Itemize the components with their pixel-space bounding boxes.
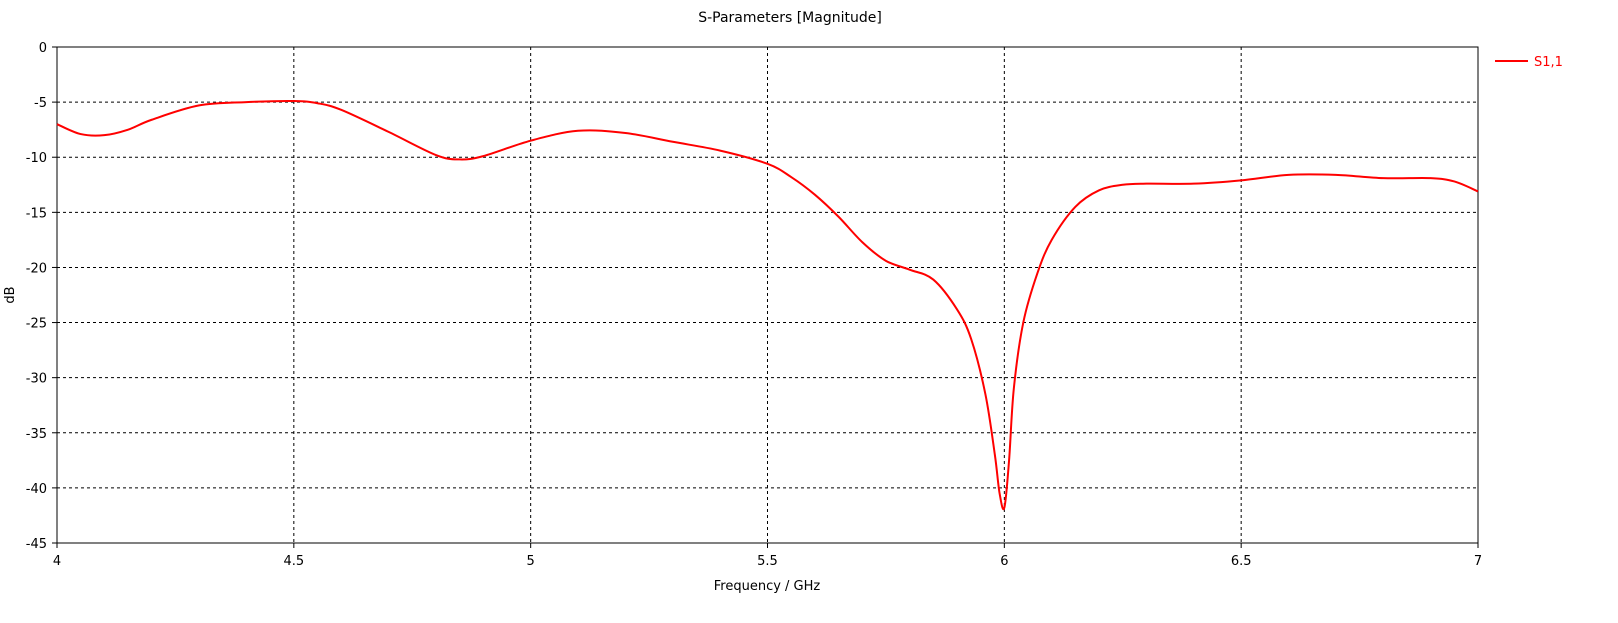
- y-tick-label: -40: [26, 482, 47, 497]
- x-tick-label: 5.5: [757, 554, 778, 569]
- x-tick-label: 5: [527, 554, 535, 569]
- grid-lines: [57, 47, 1478, 543]
- series-layer: [56, 99, 1479, 511]
- legend-label-s11: S1,1: [1534, 55, 1563, 70]
- y-tick-label: -10: [26, 151, 47, 166]
- chart-title: S-Parameters [Magnitude]: [698, 10, 882, 26]
- y-tick-label: -5: [34, 96, 47, 111]
- series-line-s11: [56, 99, 1479, 511]
- y-tick-label: -35: [26, 427, 47, 442]
- x-tick-label: 4.5: [283, 554, 304, 569]
- axis-ticks: 4 4.5 5 5.5 6 6.5 7 0 -5 -10 -15 -20 -25 -30 -35 -40 -45: [26, 41, 1482, 569]
- y-tick-label: -25: [26, 317, 47, 332]
- y-tick-label: -20: [26, 261, 47, 276]
- x-tick-label: 6.5: [1231, 554, 1252, 569]
- x-tick-label: 4: [53, 554, 61, 569]
- y-axis-label: dB: [3, 286, 18, 303]
- y-tick-label: -45: [26, 537, 47, 552]
- y-tick-label: -15: [26, 206, 47, 221]
- x-tick-label: 7: [1474, 554, 1482, 569]
- x-axis-label: Frequency / GHz: [714, 579, 821, 594]
- y-tick-label: 0: [39, 41, 47, 56]
- legend: S1,1: [1495, 55, 1563, 70]
- x-tick-label: 6: [1000, 554, 1008, 569]
- y-tick-label: -30: [26, 372, 47, 387]
